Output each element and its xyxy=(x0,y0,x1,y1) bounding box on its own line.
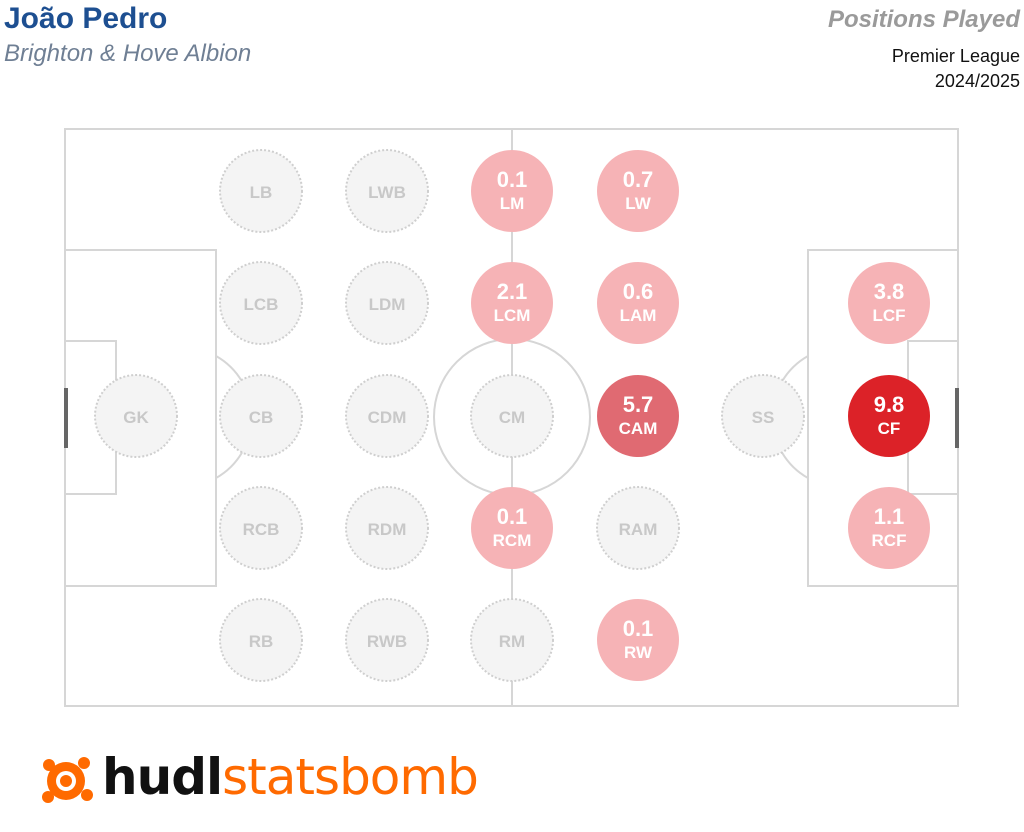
position-label-rcf: RCF xyxy=(872,531,907,550)
position-value-lw: 0.7 xyxy=(623,167,654,192)
competition-label: Premier League xyxy=(891,46,1020,66)
position-lb: LB xyxy=(219,149,303,233)
position-marker-lb xyxy=(219,149,303,233)
position-value-cf: 9.8 xyxy=(874,392,905,417)
position-label-ldm: LDM xyxy=(369,295,406,314)
position-value-rw: 0.1 xyxy=(623,616,654,641)
position-label-ram: RAM xyxy=(619,520,658,539)
position-rwb: RWB xyxy=(345,598,429,682)
position-cm: CM xyxy=(470,374,554,458)
position-label-gk: GK xyxy=(123,408,149,427)
position-label-cb: CB xyxy=(249,408,274,427)
position-label-rdm: RDM xyxy=(368,520,407,539)
position-label-rcm: RCM xyxy=(493,531,532,550)
position-marker-lcf xyxy=(848,262,930,344)
season-label: 2024/2025 xyxy=(934,71,1020,91)
position-value-rcf: 1.1 xyxy=(874,504,905,529)
position-lcm: LCM 2.1 xyxy=(471,262,553,344)
position-marker-rw xyxy=(597,599,679,681)
position-cf: CF 9.8 xyxy=(848,375,930,457)
chart-title: Positions Played xyxy=(827,6,1020,33)
position-marker-cdm xyxy=(345,374,429,458)
position-marker-ram xyxy=(596,486,680,570)
position-label-lcb: LCB xyxy=(244,295,279,314)
position-marker-rb xyxy=(219,598,303,682)
position-value-rcm: 0.1 xyxy=(497,504,528,529)
position-cam: CAM 5.7 xyxy=(597,375,679,457)
position-label-cam: CAM xyxy=(619,419,658,438)
pitch-chart: GK LB LCB CB RCB RB LWB LDM CDM RDM RWB LM 0.1 LCM 2.1… xyxy=(64,128,959,707)
position-label-rb: RB xyxy=(249,632,274,651)
position-marker-ldm xyxy=(345,261,429,345)
statsbomb-bomb-icon xyxy=(42,757,93,803)
position-marker-rdm xyxy=(345,486,429,570)
position-cb: CB xyxy=(219,374,303,458)
position-marker-lcb xyxy=(219,261,303,345)
position-label-lcm: LCM xyxy=(494,306,531,325)
position-label-ss: SS xyxy=(752,408,775,427)
position-lcb: LCB xyxy=(219,261,303,345)
position-rw: RW 0.1 xyxy=(597,599,679,681)
position-marker-rcf xyxy=(848,487,930,569)
position-marker-lwb xyxy=(345,149,429,233)
position-ram: RAM xyxy=(596,486,680,570)
position-marker-lm xyxy=(471,150,553,232)
position-value-cam: 5.7 xyxy=(623,392,654,417)
position-cdm: CDM xyxy=(345,374,429,458)
position-ldm: LDM xyxy=(345,261,429,345)
position-rm: RM xyxy=(470,598,554,682)
position-label-lwb: LWB xyxy=(368,183,406,202)
logo-hudl: hudl xyxy=(102,748,223,806)
position-marker-rwb xyxy=(345,598,429,682)
position-label-cdm: CDM xyxy=(368,408,407,427)
player-name: João Pedro xyxy=(4,2,168,35)
position-label-lw: LW xyxy=(625,194,651,213)
position-label-rw: RW xyxy=(624,643,653,662)
team-name: Brighton & Hove Albion xyxy=(4,40,252,67)
position-marker-lcm xyxy=(471,262,553,344)
position-value-lcm: 2.1 xyxy=(497,279,528,304)
position-lm: LM 0.1 xyxy=(471,150,553,232)
position-marker-lam xyxy=(597,262,679,344)
position-rdm: RDM xyxy=(345,486,429,570)
position-marker-cf xyxy=(848,375,930,457)
position-value-lam: 0.6 xyxy=(623,279,654,304)
hudl-statsbomb-logo: hudlstatsbomb xyxy=(40,745,480,811)
position-ss: SS xyxy=(721,374,805,458)
position-rb: RB xyxy=(219,598,303,682)
position-gk: GK xyxy=(94,374,178,458)
position-label-lb: LB xyxy=(250,183,273,202)
position-lam: LAM 0.6 xyxy=(597,262,679,344)
position-marker-lw xyxy=(597,150,679,232)
position-value-lcf: 3.8 xyxy=(874,279,905,304)
position-label-cf: CF xyxy=(878,419,901,438)
position-marker-cb xyxy=(219,374,303,458)
position-marker-rm xyxy=(470,598,554,682)
position-marker-ss xyxy=(721,374,805,458)
position-marker-gk xyxy=(94,374,178,458)
position-lw: LW 0.7 xyxy=(597,150,679,232)
position-rcb: RCB xyxy=(219,486,303,570)
position-label-cm: CM xyxy=(499,408,525,427)
position-label-lcf: LCF xyxy=(872,306,905,325)
position-marker-rcm xyxy=(471,487,553,569)
position-lcf: LCF 3.8 xyxy=(848,262,930,344)
position-nodes: GK LB LCB CB RCB RB LWB LDM CDM RDM RWB LM 0.1 LCM 2.1… xyxy=(94,149,930,682)
position-label-lm: LM xyxy=(500,194,525,213)
position-label-rwb: RWB xyxy=(367,632,407,651)
position-rcf: RCF 1.1 xyxy=(848,487,930,569)
position-lwb: LWB xyxy=(345,149,429,233)
position-label-rm: RM xyxy=(499,632,525,651)
position-marker-cam xyxy=(597,375,679,457)
position-marker-rcb xyxy=(219,486,303,570)
position-label-lam: LAM xyxy=(620,306,657,325)
logo-wordmark: hudlstatsbomb xyxy=(102,747,479,807)
position-marker-cm xyxy=(470,374,554,458)
position-rcm: RCM 0.1 xyxy=(471,487,553,569)
logo-statsbomb: statsbomb xyxy=(222,748,479,806)
position-value-lm: 0.1 xyxy=(497,167,528,192)
position-label-rcb: RCB xyxy=(243,520,280,539)
